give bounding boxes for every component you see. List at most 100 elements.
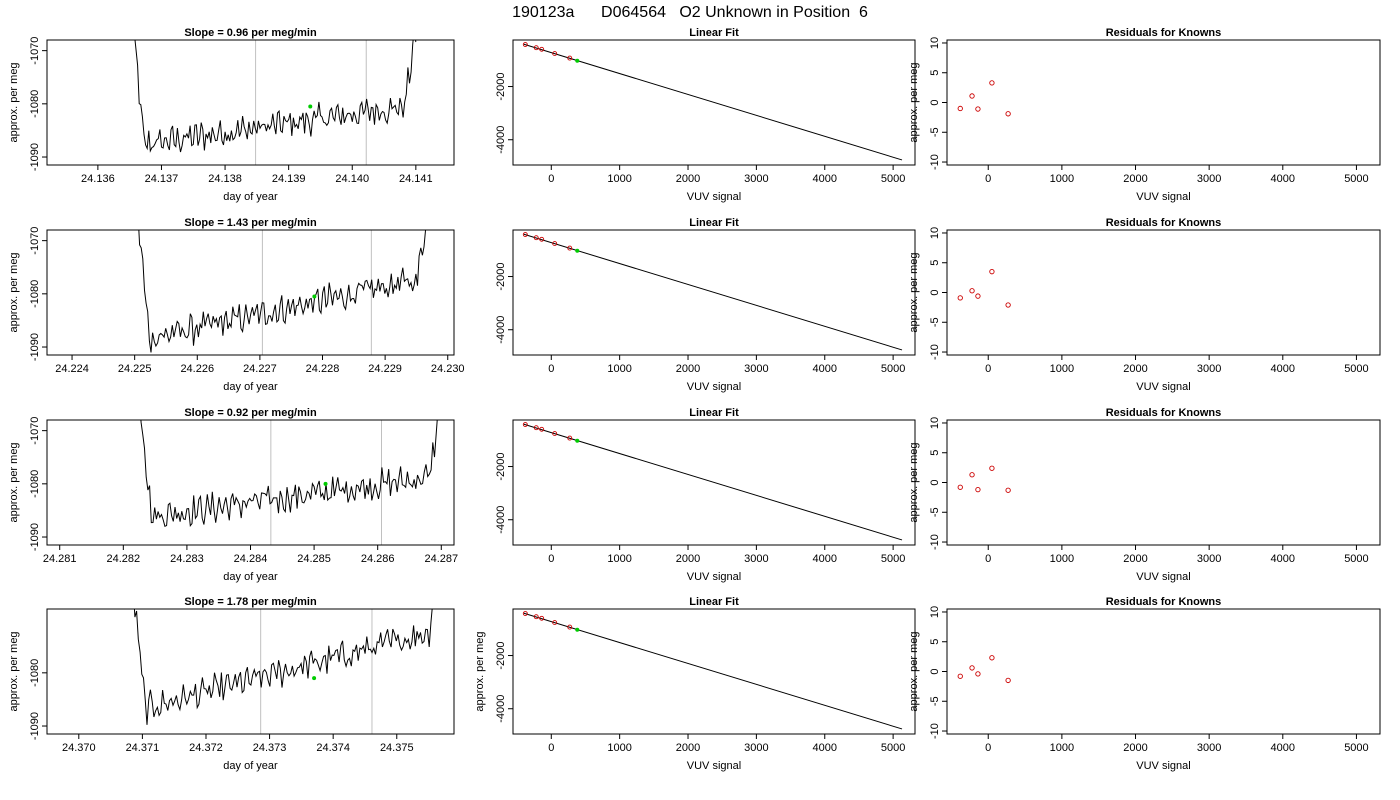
known-point — [522, 422, 528, 427]
residual-point — [957, 295, 963, 301]
panel-title: Residuals for Knowns — [1106, 407, 1222, 419]
x-tick-label: 3000 — [1197, 742, 1221, 754]
x-tick-label: 4000 — [1271, 363, 1295, 375]
x-tick-label: 24.136 — [81, 173, 115, 185]
y-tick-label: 10 — [929, 227, 941, 239]
x-tick-label: 2000 — [676, 173, 700, 185]
y-tick-label: -4000 — [495, 506, 507, 534]
y-tick-label: 0 — [929, 668, 941, 674]
x-tick-label: 5000 — [881, 363, 905, 375]
x-axis-label: VUV signal — [687, 381, 741, 393]
y-axis-label: approx. per meg — [908, 631, 920, 711]
x-tick-label: 2000 — [676, 363, 700, 375]
residual-point — [1005, 677, 1011, 684]
x-axis-label: VUV signal — [1136, 571, 1190, 583]
residual-point — [969, 472, 975, 478]
y-tick-label: -1090 — [29, 712, 41, 740]
plot-frame — [946, 419, 1381, 546]
x-tick-label: 5000 — [1344, 363, 1368, 375]
x-tick-label: 0 — [985, 363, 991, 375]
x-tick-label: 2000 — [1123, 173, 1147, 185]
x-axis-label: VUV signal — [1136, 381, 1190, 393]
x-axis-label: VUV signal — [687, 571, 741, 583]
y-tick-label: -5 — [929, 696, 941, 706]
known-point — [539, 615, 545, 621]
x-tick-label: 24.371 — [126, 742, 160, 754]
x-tick-label: 24.370 — [62, 742, 96, 754]
y-tick-label: 5 — [929, 260, 941, 266]
x-tick-label: 2000 — [676, 553, 700, 565]
known-point — [567, 245, 573, 251]
panel-10: Residuals for Knowns 0 1000 2000 3000 4000 500… — [908, 217, 1381, 393]
y-tick-label: -1090 — [29, 143, 41, 171]
x-tick-label: 24.228 — [306, 363, 340, 375]
trace-line — [134, 40, 417, 153]
x-axis-label: VUV signal — [687, 760, 741, 772]
x-tick-label: 0 — [548, 742, 554, 754]
known-point — [533, 425, 539, 431]
known-point — [552, 620, 558, 626]
known-point — [539, 46, 545, 52]
plot-area — [134, 40, 417, 165]
plot-area — [957, 269, 1011, 308]
panel-title: Linear Fit — [689, 407, 739, 419]
x-tick-label: 1000 — [607, 742, 631, 754]
x-tick-label: 24.141 — [399, 173, 433, 185]
unknown-marker — [308, 104, 313, 109]
y-tick-label: -5 — [929, 317, 941, 327]
residual-point — [989, 80, 995, 86]
x-tick-label: 24.137 — [145, 173, 179, 185]
plot-frame — [946, 608, 1381, 735]
plot-area — [140, 420, 438, 545]
x-tick-label: 3000 — [744, 173, 768, 185]
y-tick-label: -5 — [929, 507, 941, 517]
x-tick-label: 0 — [985, 173, 991, 185]
x-tick-label: 3000 — [744, 363, 768, 375]
y-tick-label: -1070 — [29, 227, 41, 255]
known-point — [567, 624, 573, 630]
trace-line — [138, 230, 427, 353]
y-axis-label: approx. per meg — [908, 252, 920, 332]
unknown-marker — [575, 248, 580, 253]
x-tick-label: 3000 — [1197, 173, 1221, 185]
known-point — [522, 611, 528, 616]
panel-title: Slope = 1.43 per meg/min — [184, 217, 317, 229]
x-tick-label: 24.281 — [43, 553, 77, 565]
residual-point — [1005, 111, 1011, 117]
x-tick-label: 24.229 — [368, 363, 402, 375]
y-tick-label: -5 — [929, 127, 941, 137]
panel-2: Slope = 1.43 per meg/min 24.224 24.225 24.2… — [8, 217, 465, 393]
x-tick-label: 24.283 — [170, 553, 204, 565]
x-tick-label: 2000 — [1123, 363, 1147, 375]
y-tick-label: -1080 — [29, 659, 41, 687]
panel-title: Linear Fit — [689, 217, 739, 229]
residual-point — [957, 105, 963, 112]
known-point — [567, 435, 573, 441]
panel-title: Slope = 1.78 per meg/min — [184, 596, 317, 608]
y-tick-label: -1080 — [29, 280, 41, 308]
x-tick-label: 24.225 — [118, 363, 152, 375]
panel-7: Linear Fit 0 1000 2000 3000 4000 5000 -4000 -200… — [495, 407, 916, 583]
x-tick-label: 0 — [548, 553, 554, 565]
residual-point — [975, 106, 981, 112]
panel-1: Slope = 0.96 per meg/min 24.136 24.137 24.1… — [8, 27, 455, 203]
x-tick-label: 4000 — [1271, 742, 1295, 754]
residual-point — [1005, 302, 1011, 308]
plot-frame — [46, 229, 455, 356]
known-point — [567, 55, 573, 61]
y-tick-label: -2000 — [495, 72, 507, 100]
unknown-marker — [575, 438, 580, 443]
x-axis-label: day of year — [223, 571, 278, 583]
y-axis-label: approx. per meg — [8, 62, 20, 142]
x-tick-label: 4000 — [1271, 173, 1295, 185]
x-tick-label: 4000 — [813, 363, 837, 375]
residual-point — [989, 269, 995, 275]
x-tick-label: 24.227 — [243, 363, 277, 375]
y-tick-label: 5 — [929, 450, 941, 456]
plot-frame — [512, 229, 916, 356]
plot-frame — [512, 39, 916, 166]
y-tick-label: -10 — [929, 534, 941, 550]
y-tick-label: -1080 — [29, 90, 41, 118]
plot-frame — [46, 419, 455, 546]
x-tick-label: 24.285 — [297, 553, 331, 565]
